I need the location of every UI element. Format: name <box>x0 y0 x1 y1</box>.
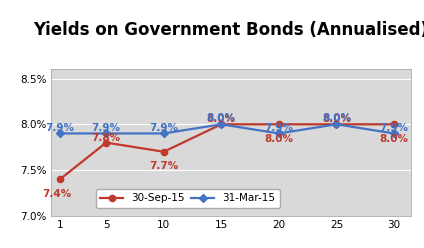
Line: 30-Sep-15: 30-Sep-15 <box>57 121 397 182</box>
Text: 8.0%: 8.0% <box>207 113 236 123</box>
Text: 7.4%: 7.4% <box>42 189 71 199</box>
30-Sep-15 <box>276 123 282 126</box>
31-Mar-15 <box>276 132 282 135</box>
Line: 31-Mar-15: 31-Mar-15 <box>57 121 397 137</box>
Legend: 30-Sep-15, 31-Mar-15: 30-Sep-15, 31-Mar-15 <box>96 189 279 208</box>
30-Sep-15 <box>219 123 224 126</box>
31-Mar-15 <box>219 123 224 126</box>
Text: 7.9%: 7.9% <box>379 123 408 132</box>
Text: 8.0%: 8.0% <box>379 134 408 144</box>
Text: 7.9%: 7.9% <box>149 123 178 132</box>
Text: 7.8%: 7.8% <box>92 133 121 143</box>
30-Sep-15 <box>103 141 109 144</box>
30-Sep-15 <box>58 178 63 181</box>
Text: 8.0%: 8.0% <box>322 113 351 123</box>
31-Mar-15 <box>103 132 109 135</box>
31-Mar-15 <box>391 132 396 135</box>
Text: 8.0%: 8.0% <box>322 114 351 124</box>
30-Sep-15 <box>391 123 396 126</box>
Text: 7.9%: 7.9% <box>46 123 75 132</box>
31-Mar-15 <box>334 123 339 126</box>
31-Mar-15 <box>58 132 63 135</box>
Text: 7.9%: 7.9% <box>265 123 293 132</box>
31-Mar-15 <box>161 132 166 135</box>
Text: 7.7%: 7.7% <box>149 161 179 171</box>
Text: 8.0%: 8.0% <box>265 134 293 144</box>
30-Sep-15 <box>161 150 166 153</box>
Text: Yields on Government Bonds (Annualised): Yields on Government Bonds (Annualised) <box>33 21 424 39</box>
Text: 7.9%: 7.9% <box>92 123 121 132</box>
Text: 8.0%: 8.0% <box>207 114 236 124</box>
30-Sep-15 <box>334 123 339 126</box>
